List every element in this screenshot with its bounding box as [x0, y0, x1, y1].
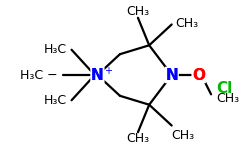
Text: +: + [104, 66, 112, 76]
Text: N: N [165, 68, 178, 82]
Text: N: N [91, 68, 104, 82]
Text: N: N [91, 68, 104, 82]
Text: O: O [192, 68, 205, 82]
Text: H₃C: H₃C [44, 94, 67, 107]
Text: Cl: Cl [217, 81, 233, 96]
Text: CH₃: CH₃ [126, 132, 150, 145]
Text: CH₃: CH₃ [175, 17, 198, 30]
Text: CH₃: CH₃ [172, 129, 195, 142]
Text: N: N [165, 68, 178, 82]
Text: CH₃: CH₃ [126, 5, 150, 18]
Text: H₃C −: H₃C − [20, 69, 58, 81]
Text: H₃C: H₃C [44, 43, 67, 56]
Text: O: O [192, 68, 205, 82]
Text: CH₃: CH₃ [217, 92, 240, 105]
